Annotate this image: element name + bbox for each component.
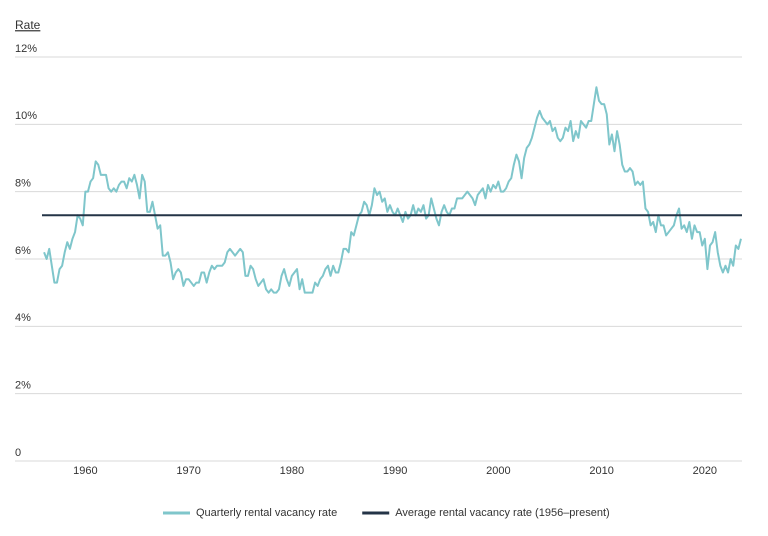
x-tick-label: 2000 [486,465,510,477]
x-tick-label: 1960 [73,465,97,477]
x-tick-label: 1970 [176,465,200,477]
y-tick-label: 4% [15,312,31,324]
y-tick-label: 0 [15,447,21,459]
legend-label: Average rental vacancy rate (1956–presen… [395,507,609,519]
data-line [43,86,742,294]
x-tick-label: 2010 [589,465,613,477]
y-tick-label: 6% [15,245,31,257]
legend-label: Quarterly rental vacancy rate [196,507,337,519]
x-tick-label: 2020 [693,465,717,477]
y-tick-label: 12% [15,43,37,55]
x-tick-label: 1980 [280,465,304,477]
y-tick-label: 10% [15,110,37,122]
y-axis-label: Rate [15,18,41,32]
y-tick-label: 8% [15,178,31,190]
y-tick-label: 2% [15,380,31,392]
x-tick-label: 1990 [383,465,407,477]
